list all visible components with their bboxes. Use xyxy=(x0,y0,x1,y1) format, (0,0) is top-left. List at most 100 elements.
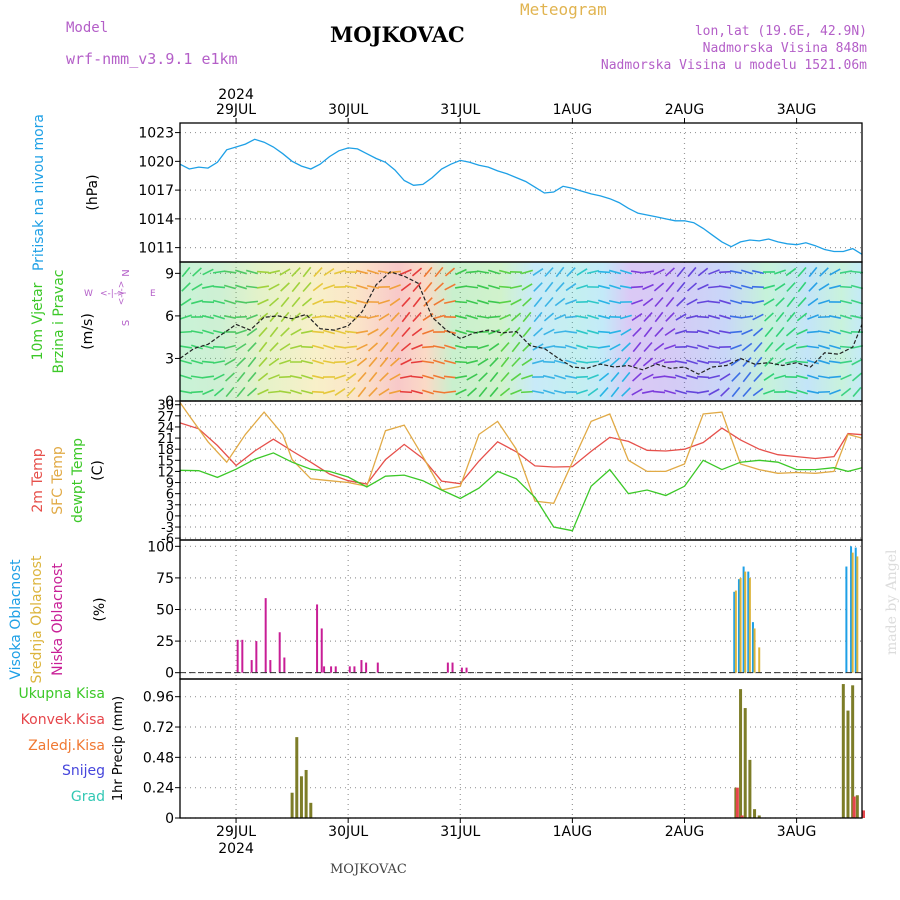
wind-vector xyxy=(675,389,687,395)
wind-vector xyxy=(543,312,555,322)
wind-vector xyxy=(565,282,577,292)
wind-vector xyxy=(225,386,235,398)
wind-vector xyxy=(522,342,532,352)
wind-vector xyxy=(267,390,281,394)
wind-vector xyxy=(686,359,698,365)
wind-vector xyxy=(696,390,710,394)
wind-vector xyxy=(190,375,204,379)
wind-vector xyxy=(796,328,808,336)
wind-vector xyxy=(774,374,786,380)
precip-bar xyxy=(739,689,743,818)
cloud-bar xyxy=(334,666,337,673)
wind-vector xyxy=(609,284,621,290)
wind-vector xyxy=(180,298,192,306)
axis-unit-cloud: (%) xyxy=(92,597,108,621)
y-tick-label: 0 xyxy=(165,394,174,410)
wind-vector xyxy=(586,299,600,305)
wind-vector xyxy=(181,282,191,292)
wind-vector xyxy=(388,389,402,395)
wind-vector xyxy=(806,390,820,394)
cloud-bar xyxy=(747,571,750,673)
wind-vector xyxy=(564,375,578,379)
wind-vector xyxy=(753,341,763,353)
wind-vector xyxy=(608,329,622,335)
wind-vector xyxy=(839,329,853,335)
compass-arrows-vertical: <-|-> xyxy=(117,281,127,306)
wind-vector xyxy=(334,269,346,275)
wind-vector xyxy=(642,357,654,367)
wind-vector xyxy=(828,284,842,290)
wind-vector xyxy=(742,371,752,383)
wind-vector xyxy=(806,330,820,334)
wind-vector xyxy=(499,327,511,337)
y-tick-label: 1011 xyxy=(138,241,174,257)
wind-vector xyxy=(422,374,434,380)
wind-vector xyxy=(828,375,842,379)
precip-bar xyxy=(743,708,747,818)
temperature-line xyxy=(179,402,863,505)
wind-vector xyxy=(510,389,522,395)
wind-vector xyxy=(555,282,565,292)
y-tick-label: 6 xyxy=(166,488,174,503)
wind-vector xyxy=(708,388,720,396)
wind-vector xyxy=(289,375,303,379)
wind-vector xyxy=(543,389,555,395)
axis-title-temp2m: 2m Temp xyxy=(30,448,46,512)
wind-vector xyxy=(643,341,653,353)
precip-bar xyxy=(295,737,299,818)
wind-vector xyxy=(356,357,368,367)
wind-vector xyxy=(533,296,543,308)
y-tick-label: 30 xyxy=(157,399,174,414)
wind-vector xyxy=(291,296,301,308)
wind-vector xyxy=(511,341,521,353)
wind-vector xyxy=(829,329,841,335)
wind-vector xyxy=(498,285,512,289)
wind-vector xyxy=(829,344,841,350)
cloud-bar xyxy=(465,667,468,673)
axis-unit-precip: 1hr Precip (mm) xyxy=(111,696,126,801)
y-tick-label: 0.24 xyxy=(143,781,174,797)
wind-vector xyxy=(554,313,566,321)
wind-vector xyxy=(632,356,642,368)
wind-vector xyxy=(311,330,325,334)
wind-vector xyxy=(630,270,644,274)
wind-vector xyxy=(212,270,226,274)
wind-vector xyxy=(642,283,654,291)
y-tick-label: 12 xyxy=(157,465,174,480)
cloud-bar xyxy=(854,547,857,673)
wind-vector xyxy=(345,372,357,382)
wind-vector xyxy=(532,343,544,351)
wind-vector xyxy=(368,356,378,368)
wind-vector xyxy=(267,269,281,275)
wind-vector xyxy=(454,344,468,350)
wind-vector xyxy=(467,387,477,397)
wind-vector xyxy=(322,360,336,364)
wind-vector xyxy=(291,281,301,293)
wind-vector xyxy=(664,344,676,350)
wind-vector xyxy=(334,329,346,335)
wind-vector xyxy=(355,315,369,319)
wind-vector xyxy=(619,285,633,289)
wind-vector xyxy=(707,314,721,320)
wind-vector xyxy=(379,327,389,337)
wind-vector xyxy=(665,312,675,322)
wind-vector xyxy=(553,345,567,349)
axis-title-pressure: Pritisak na nivou mora xyxy=(31,114,47,271)
y-tick-label: 24 xyxy=(157,421,174,436)
wind-vector xyxy=(191,359,203,365)
cloud-bar xyxy=(255,641,258,673)
wind-vector xyxy=(829,268,841,276)
x-date-label-bottom: 31JUL xyxy=(440,824,480,840)
wind-vector xyxy=(731,386,741,398)
wind-vector xyxy=(729,270,743,274)
wind-vector xyxy=(202,388,214,396)
wind-vector xyxy=(399,375,413,379)
wind-vector xyxy=(707,300,721,304)
cloud-bar xyxy=(353,666,356,673)
wind-vector xyxy=(323,284,335,290)
wind-vector xyxy=(236,386,246,398)
wind-vector xyxy=(477,284,489,290)
wind-vector xyxy=(389,373,401,381)
wind-vector xyxy=(696,315,710,319)
wind-vector xyxy=(443,359,457,365)
